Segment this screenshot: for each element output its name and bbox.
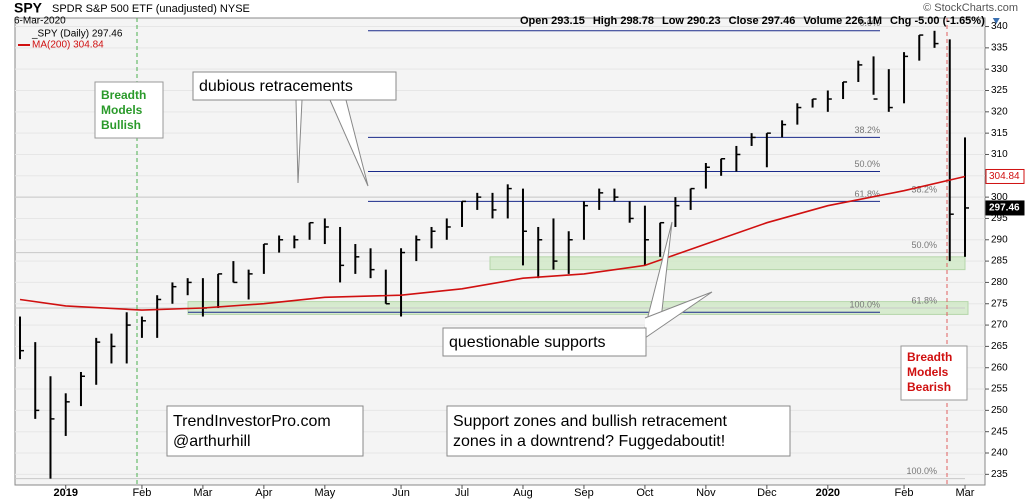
y-tick-label: 275 <box>991 298 1008 309</box>
fibs: 0.0% 38.2% 50.0% 61.8% 100.0% 38.2% 50.0% 61.8%… <box>15 18 965 480</box>
site-label: TrendInvestorPro.com <box>173 413 331 430</box>
x-tick-label: Aug <box>513 487 533 499</box>
x-tick-label: Nov <box>696 487 716 499</box>
fib-label: 100.0% <box>906 466 937 476</box>
y-tick-label: 335 <box>991 42 1008 53</box>
value-box-label: 297.46 <box>989 203 1020 214</box>
y-tick-label: 340 <box>991 21 1008 32</box>
ma-line <box>19 175 966 311</box>
x-tick-label: Mar <box>956 487 975 499</box>
x-tick-label: Feb <box>132 487 151 499</box>
price-bars <box>19 30 969 479</box>
quote-item: High 298.78 <box>593 15 654 27</box>
y-tick-label: 330 <box>991 64 1008 75</box>
x-tick-label: Dec <box>757 487 777 499</box>
x-tick-label: 2019 <box>53 487 77 499</box>
quote-item: Open 293.15 <box>520 15 585 27</box>
y-tick-label: 310 <box>991 149 1008 160</box>
x-tick-label: May <box>314 487 335 499</box>
fib-label: 38.2% <box>854 125 880 135</box>
quote-item: Volume 226.1M <box>803 15 882 27</box>
callout-pointer <box>295 99 303 184</box>
dubious-label: dubious retracements <box>199 78 353 95</box>
y-tick-label: 235 <box>991 469 1008 480</box>
note-box <box>446 405 791 457</box>
dubious-box <box>192 71 397 101</box>
y-tick-label: 245 <box>991 426 1008 437</box>
legend-price: _SPY (Daily) 297.46 <box>31 29 123 40</box>
callout-pointer <box>644 291 713 339</box>
fib-label: 0.0% <box>859 18 880 28</box>
x-tick-label: Jul <box>455 487 469 499</box>
x-tick-label: Sep <box>574 487 594 499</box>
y-tick-label: 250 <box>991 405 1008 416</box>
quote: Open 293.15 High 298.78 Low 290.23 Close 29… <box>520 15 1000 27</box>
fib-label: 61.8% <box>911 295 937 305</box>
x-tick-label: Mar <box>193 487 212 499</box>
fib-label: 61.8% <box>854 189 880 199</box>
y-tick-label: 280 <box>991 277 1008 288</box>
legend-ma: MA(200) 304.84 <box>32 40 104 51</box>
supports-box <box>442 327 647 357</box>
x-tick-label: Feb <box>895 487 914 499</box>
bearish-label: Breadth Models Bearish <box>907 350 952 394</box>
credit-box <box>166 405 364 457</box>
symbol: SPY <box>14 0 43 16</box>
copyright: © StockCharts.com <box>923 2 1018 14</box>
callout-pointer <box>329 99 369 187</box>
change-arrow <box>992 18 1000 24</box>
y-tick-label: 270 <box>991 320 1008 331</box>
date: 6-Mar-2020 <box>14 16 66 27</box>
y-tick-label: 295 <box>991 213 1008 224</box>
ma200-line <box>19 175 966 311</box>
y-tick-label: 255 <box>991 384 1008 395</box>
fib-label: 50.0% <box>854 159 880 169</box>
x-tick-label: Oct <box>636 487 653 499</box>
support-zone <box>489 256 966 271</box>
quote-item: Close 297.46 <box>729 15 796 27</box>
y-tick-label: 320 <box>991 106 1008 117</box>
x-tick-label: Apr <box>255 487 272 499</box>
author-label: @arthurhill <box>173 433 251 450</box>
bullish-label: Breadth Models Bullish <box>101 88 146 132</box>
description: SPDR S&P 500 ETF (unadjusted) NYSE <box>52 3 250 15</box>
fib-label: 38.2% <box>911 184 937 194</box>
bearish-box <box>900 345 968 401</box>
y-tick-label: 265 <box>991 341 1008 352</box>
quote-item: Low 290.23 <box>662 15 721 27</box>
x-tick-label: 2020 <box>816 487 840 499</box>
fib-label: 100.0% <box>849 300 880 310</box>
y-tick-label: 325 <box>991 85 1008 96</box>
y-tick-label: 290 <box>991 234 1008 245</box>
callout-pointer <box>644 221 673 329</box>
value-box-label: 304.84 <box>989 171 1020 182</box>
bullish-box <box>94 81 164 139</box>
fib-label: 50.0% <box>911 240 937 250</box>
quote-item: Chg -5.00 (-1.65%) <box>890 15 985 27</box>
y-tick-label: 315 <box>991 128 1008 139</box>
y-tick-label: 285 <box>991 256 1008 267</box>
y-tick-label: 260 <box>991 362 1008 373</box>
supports-label: questionable supports <box>449 334 606 351</box>
value-box <box>985 200 1025 216</box>
value-box <box>985 168 1025 184</box>
axis: 235 240 245 250 255 260 265 270 275 280 285 290 295 3… <box>53 21 1025 499</box>
x-tick-label: Jun <box>392 487 410 499</box>
y-tick-label: 300 <box>991 192 1008 203</box>
note-label: Support zones and bullish retracement zon… <box>453 413 727 450</box>
y-tick-label: 240 <box>991 448 1008 459</box>
